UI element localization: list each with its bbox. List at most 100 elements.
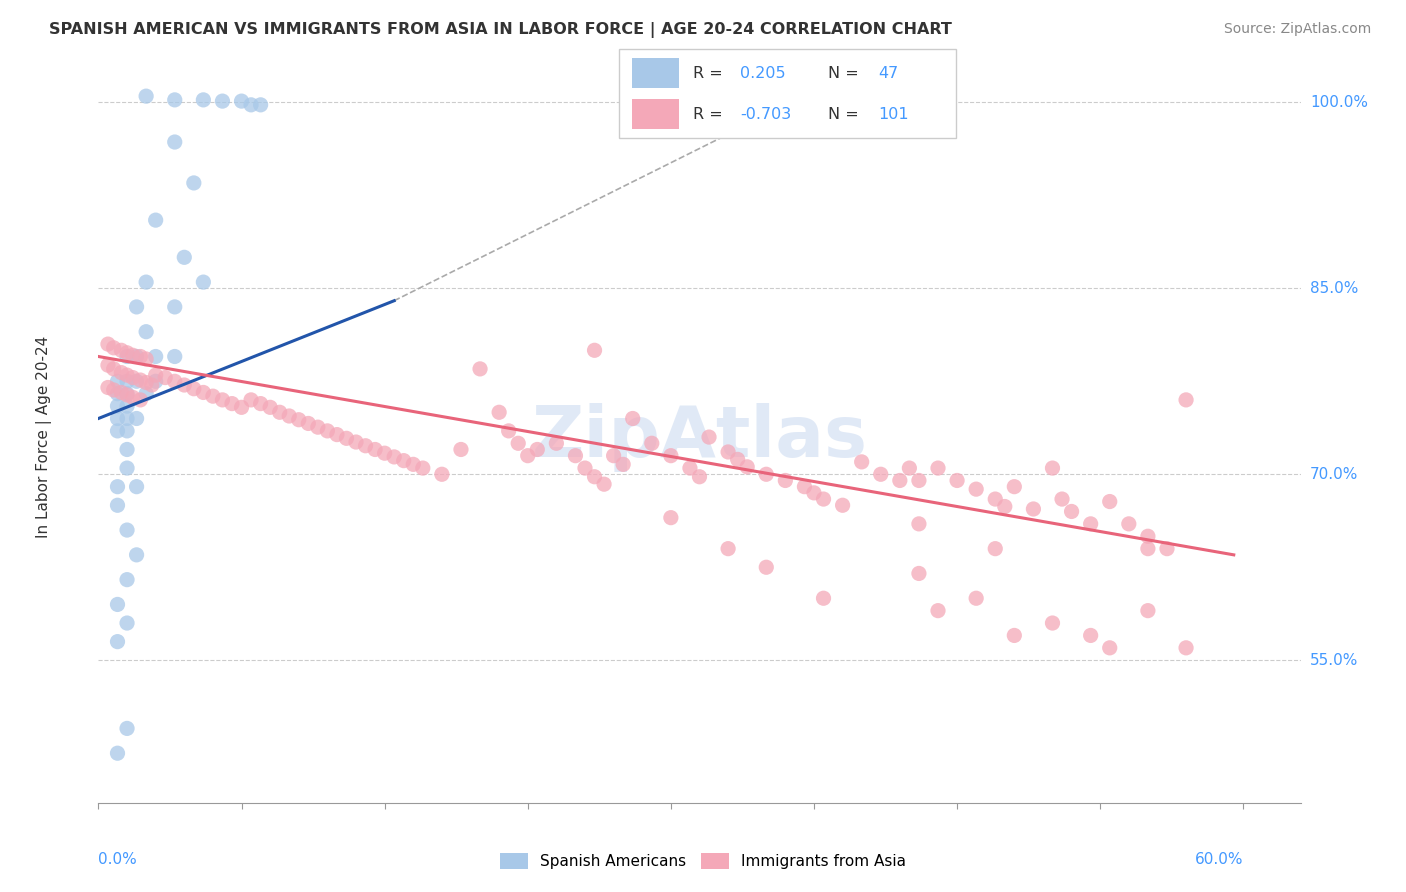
Point <box>316 424 339 438</box>
Point <box>564 449 586 463</box>
Point <box>851 455 873 469</box>
Point <box>735 459 758 474</box>
Point <box>163 93 186 107</box>
Point <box>344 435 367 450</box>
Point <box>583 469 606 483</box>
Point <box>717 541 740 556</box>
Point <box>193 385 215 400</box>
Point <box>546 436 568 450</box>
Point <box>115 399 138 413</box>
Point <box>1050 491 1073 506</box>
Point <box>498 424 520 438</box>
Text: 100.0%: 100.0% <box>1310 95 1368 110</box>
Point <box>984 541 1007 556</box>
Point <box>526 442 548 457</box>
Point <box>121 348 143 362</box>
Point <box>135 351 157 366</box>
Point <box>135 325 157 339</box>
Point <box>488 405 510 419</box>
Point <box>1080 628 1102 642</box>
Point <box>793 480 815 494</box>
Point <box>129 350 152 364</box>
Point <box>103 362 125 376</box>
Text: 0.205: 0.205 <box>740 66 786 80</box>
Point <box>898 461 921 475</box>
Point <box>107 374 129 388</box>
Point <box>115 411 138 425</box>
Point <box>163 374 186 388</box>
Point <box>1080 516 1102 531</box>
Point <box>326 427 349 442</box>
Point <box>430 467 453 482</box>
Point <box>155 370 177 384</box>
Point <box>129 373 152 387</box>
Point <box>965 591 987 606</box>
Point <box>240 98 263 112</box>
Point <box>97 337 120 351</box>
Point <box>1156 541 1178 556</box>
Point <box>135 386 157 401</box>
Point <box>173 250 195 264</box>
Point <box>145 374 167 388</box>
Point <box>107 634 129 648</box>
Point <box>145 213 167 227</box>
Point <box>211 392 233 407</box>
Point <box>107 480 129 494</box>
Text: 70.0%: 70.0% <box>1310 467 1358 482</box>
Point <box>468 362 491 376</box>
Point <box>755 560 778 574</box>
Point <box>125 300 148 314</box>
Point <box>163 135 186 149</box>
Point <box>121 391 143 405</box>
Point <box>97 358 120 372</box>
Point <box>727 452 749 467</box>
Point <box>803 486 825 500</box>
Point <box>593 477 616 491</box>
Point <box>1002 480 1025 494</box>
Point <box>297 417 319 431</box>
Point <box>121 370 143 384</box>
Point <box>110 343 132 358</box>
Point <box>115 424 138 438</box>
Text: N =: N = <box>828 66 859 80</box>
Text: In Labor Force | Age 20-24: In Labor Force | Age 20-24 <box>37 336 52 538</box>
Point <box>278 409 301 423</box>
Point <box>135 376 157 390</box>
Point <box>107 399 129 413</box>
Legend: Spanish Americans, Immigrants from Asia: Spanish Americans, Immigrants from Asia <box>494 847 912 875</box>
Point <box>183 176 205 190</box>
Point <box>889 474 911 488</box>
Point <box>1042 615 1064 630</box>
Text: 0.0%: 0.0% <box>98 853 138 867</box>
Point <box>813 591 835 606</box>
Point <box>141 378 163 392</box>
Point <box>1118 516 1140 531</box>
Point <box>97 380 120 394</box>
Point <box>1175 392 1198 407</box>
Point <box>1098 494 1121 508</box>
Point <box>107 598 129 612</box>
Text: Source: ZipAtlas.com: Source: ZipAtlas.com <box>1223 22 1371 37</box>
Point <box>107 498 129 512</box>
Point <box>813 491 835 506</box>
Point <box>249 396 271 410</box>
Point <box>125 350 148 364</box>
Point <box>412 461 434 475</box>
Point <box>908 566 931 581</box>
Point <box>231 94 253 108</box>
Point <box>201 389 224 403</box>
Point <box>125 480 148 494</box>
Point <box>129 392 152 407</box>
Point <box>621 411 644 425</box>
Point <box>240 392 263 407</box>
Point <box>115 615 138 630</box>
Point <box>307 420 329 434</box>
Point <box>382 450 405 464</box>
Point <box>145 368 167 383</box>
Point <box>908 474 931 488</box>
Point <box>364 442 387 457</box>
Point <box>183 382 205 396</box>
Point <box>946 474 969 488</box>
Point <box>125 411 148 425</box>
Point <box>1022 502 1045 516</box>
